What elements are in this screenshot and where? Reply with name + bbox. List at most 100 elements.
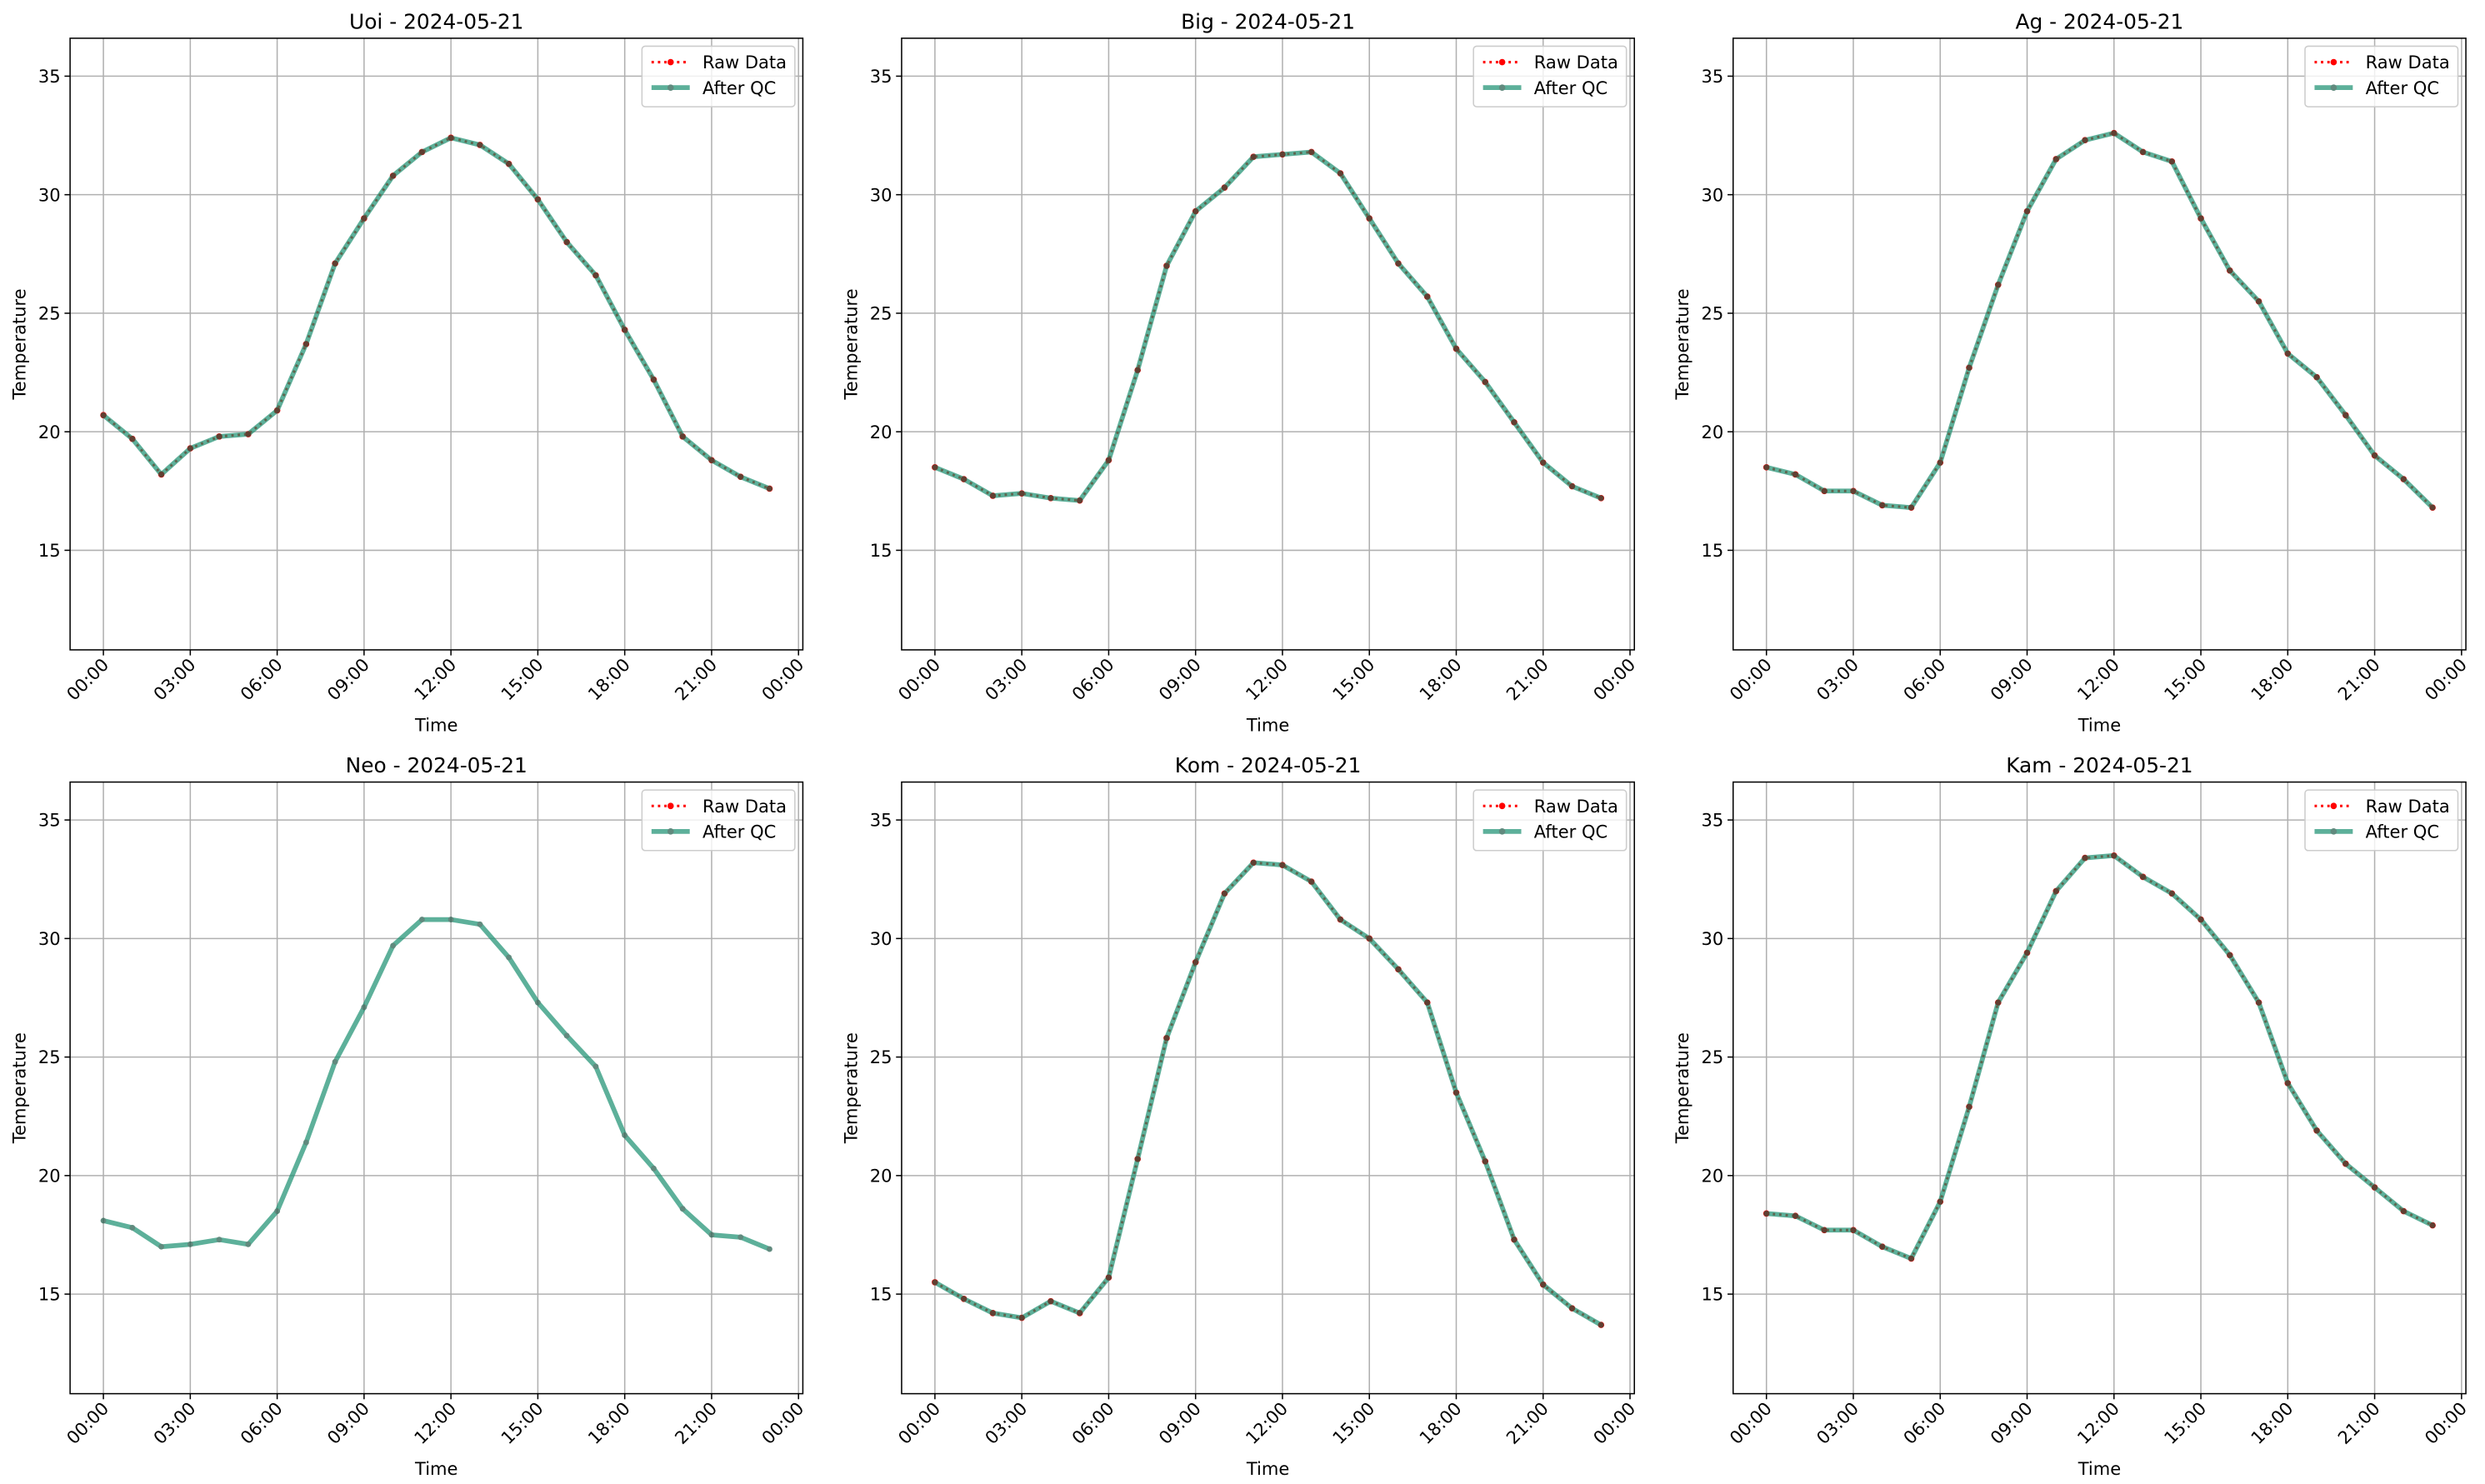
series-point bbox=[302, 1139, 309, 1146]
series-point bbox=[158, 1243, 165, 1250]
y-tick-label: 20 bbox=[870, 422, 892, 442]
legend: Raw Data After QC bbox=[1472, 789, 1628, 852]
y-tick-label: 35 bbox=[870, 810, 892, 831]
x-tick-label: 12:00 bbox=[2072, 1398, 2123, 1449]
legend-box bbox=[641, 45, 796, 107]
y-tick-label: 15 bbox=[1702, 1284, 1724, 1305]
series-point bbox=[2227, 267, 2233, 274]
subplot: 15 20 25 30 35 00:00 03:00 06:00 09:00 12:00 15:00… bbox=[1672, 9, 2471, 735]
plot-area bbox=[70, 37, 803, 650]
series-point bbox=[1792, 471, 1798, 477]
x-tick-label: 18:00 bbox=[583, 654, 634, 705]
legend-label: After QC bbox=[702, 821, 776, 842]
x-tick-label: 15:00 bbox=[2160, 1398, 2211, 1449]
x-tick-label: 00:00 bbox=[1725, 1398, 1776, 1449]
series-point bbox=[1995, 282, 2002, 288]
y-tick-label: 30 bbox=[1702, 184, 1724, 205]
x-tick-label: 21:00 bbox=[1502, 654, 1552, 705]
x-tick-label: 00:00 bbox=[62, 654, 113, 705]
series-point bbox=[563, 239, 570, 246]
series-point bbox=[2372, 1184, 2378, 1191]
series-point bbox=[2372, 452, 2378, 459]
y-tick-label: 25 bbox=[38, 303, 61, 324]
x-tick-label: 21:00 bbox=[671, 654, 722, 705]
x-tick-label: 09:00 bbox=[1154, 1398, 1205, 1449]
series-point bbox=[1763, 464, 1770, 471]
series-point bbox=[477, 921, 483, 927]
legend-entry bbox=[651, 84, 690, 91]
series-point bbox=[1163, 262, 1170, 269]
y-tick-label: 25 bbox=[870, 303, 892, 324]
series-point bbox=[1279, 151, 1286, 157]
series-point bbox=[274, 407, 281, 414]
axes-frame bbox=[901, 781, 1636, 1395]
subplot: 15 20 25 30 35 00:00 03:00 06:00 09:00 12:00 15:00… bbox=[9, 753, 808, 1479]
series-point bbox=[1395, 260, 1402, 267]
x-tick-label: 18:00 bbox=[1415, 654, 1466, 705]
series-point bbox=[708, 457, 715, 463]
series-point bbox=[1598, 495, 1604, 502]
x-tick-label: 03:00 bbox=[1812, 654, 1863, 705]
axes-frame bbox=[69, 37, 804, 651]
series-point bbox=[989, 1310, 996, 1317]
subplot-title: Uoi - 2024-05-21 bbox=[349, 9, 523, 33]
x-tick-label: 03:00 bbox=[149, 654, 200, 705]
y-tick-label: 30 bbox=[870, 184, 892, 205]
series-point bbox=[2227, 952, 2233, 958]
y-tick-label: 35 bbox=[870, 66, 892, 87]
y-tick-label: 15 bbox=[38, 1284, 61, 1305]
x-tick-label: 12:00 bbox=[410, 1398, 461, 1449]
plot-area bbox=[901, 782, 1635, 1394]
x-axis-label: Time bbox=[414, 714, 458, 735]
y-axis-label: Temperature bbox=[840, 288, 861, 400]
legend-label: Raw Data bbox=[702, 52, 787, 72]
x-tick-label: 06:00 bbox=[1068, 1398, 1118, 1449]
subplot-title: Big - 2024-05-21 bbox=[1181, 9, 1355, 33]
y-tick-label: 15 bbox=[1702, 540, 1724, 561]
series-point bbox=[1250, 859, 1257, 866]
legend-entry bbox=[651, 58, 690, 66]
legend-marker bbox=[667, 58, 674, 66]
y-tick-label: 25 bbox=[1702, 1047, 1724, 1067]
x-tick-label: 00:00 bbox=[894, 1398, 945, 1449]
x-axis-label: Time bbox=[414, 1458, 458, 1479]
series-line bbox=[1766, 852, 2434, 1262]
series-point bbox=[767, 486, 772, 492]
x-tick-label: 03:00 bbox=[149, 1398, 200, 1449]
series-line bbox=[933, 149, 1602, 503]
series-point bbox=[1018, 1315, 1025, 1322]
series-point bbox=[1995, 999, 2002, 1006]
series-point bbox=[274, 1208, 281, 1214]
series-point bbox=[1937, 1198, 1943, 1205]
series-point bbox=[1134, 367, 1141, 373]
series-point bbox=[2429, 504, 2436, 511]
y-tick-label: 30 bbox=[1702, 928, 1724, 949]
series-line bbox=[933, 860, 1602, 1327]
series-point bbox=[1569, 483, 1575, 490]
series-point bbox=[1222, 184, 1228, 191]
series-point bbox=[622, 327, 628, 333]
y-tick-label: 30 bbox=[38, 184, 61, 205]
series-point bbox=[361, 215, 368, 222]
x-tick-label: 21:00 bbox=[1502, 1398, 1552, 1449]
series-point bbox=[1163, 1035, 1170, 1042]
x-tick-label: 00:00 bbox=[1589, 654, 1640, 705]
series-point bbox=[390, 172, 397, 179]
y-tick-label: 25 bbox=[38, 1047, 61, 1067]
y-tick-label: 20 bbox=[38, 422, 61, 442]
series-point bbox=[1569, 1305, 1575, 1312]
series-point bbox=[245, 1241, 252, 1247]
series-point bbox=[2082, 137, 2088, 143]
series-point bbox=[738, 1234, 744, 1241]
series-point bbox=[1879, 1243, 1886, 1250]
series-point bbox=[1540, 459, 1547, 466]
subplot-title: Kom - 2024-05-21 bbox=[1175, 753, 1362, 777]
series-point bbox=[2052, 156, 2059, 162]
legend-label: Raw Data bbox=[1534, 52, 1618, 72]
x-axis-label: Time bbox=[2078, 714, 2121, 735]
series-point bbox=[2168, 158, 2175, 165]
series-point bbox=[1511, 1237, 1518, 1243]
y-tick-label: 30 bbox=[38, 928, 61, 949]
series-point bbox=[2198, 917, 2204, 923]
